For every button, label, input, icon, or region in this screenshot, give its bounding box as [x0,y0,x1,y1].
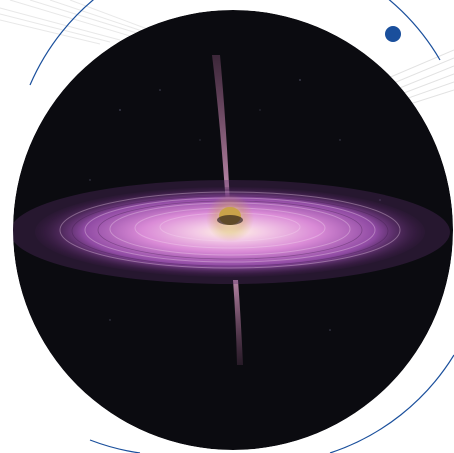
accent-arc-right [329,354,454,453]
space-circle-image [13,10,453,450]
accent-arc-top [29,0,441,86]
accent-arc-bottom [89,439,141,453]
jet-lower [233,280,243,365]
decorative-line-fan-top-left [0,0,151,45]
accent-dot [385,26,401,42]
jet-upper [212,55,230,205]
